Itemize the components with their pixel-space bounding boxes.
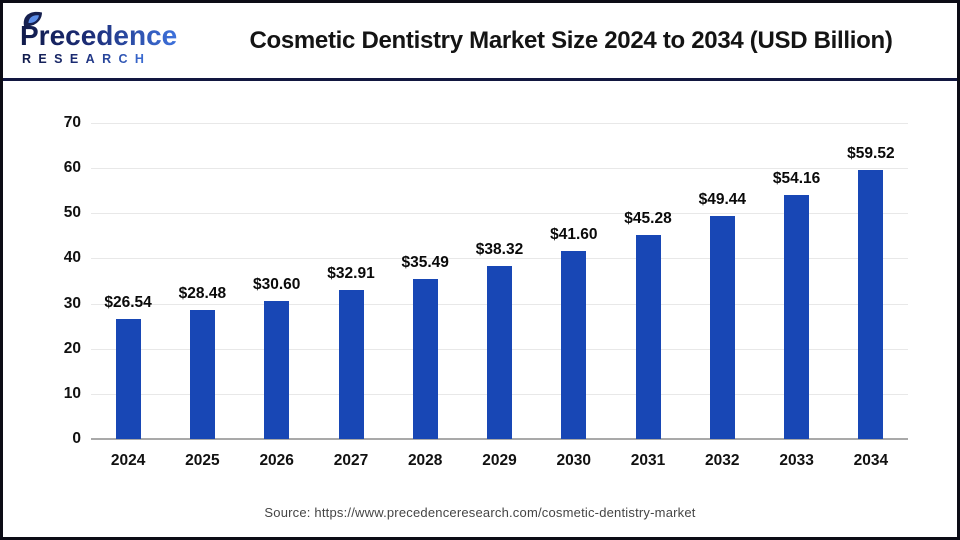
x-axis-label-2033: 2033 xyxy=(779,452,814,469)
y-axis-tick-0: 0 xyxy=(72,430,81,447)
leaf-icon xyxy=(23,11,42,27)
bar-2024 xyxy=(115,319,141,439)
bar-value-2034: $59.52 xyxy=(847,145,895,163)
y-axis-tick-50: 50 xyxy=(63,204,81,222)
bar-2025 xyxy=(189,310,215,439)
x-axis-label-2025: 2025 xyxy=(185,452,220,469)
bar-2029 xyxy=(487,266,512,439)
gridline-70 xyxy=(91,123,908,124)
bar-2033 xyxy=(784,194,810,439)
header: Precedence RESEARCH Cosmetic Dentistry M… xyxy=(3,3,957,81)
x-axis-line xyxy=(91,438,908,440)
bar-2032 xyxy=(709,215,735,439)
bar-2026 xyxy=(264,300,290,439)
bar-value-2029: $38.32 xyxy=(475,241,524,258)
bar-value-2031: $45.28 xyxy=(624,209,672,227)
bar-2034 xyxy=(858,170,884,439)
gridline-50 xyxy=(91,213,908,215)
y-axis-tick-20: 20 xyxy=(63,339,81,357)
logo-graphic: Precedence RESEARCH xyxy=(20,11,177,66)
bar-2030 xyxy=(561,251,587,439)
bar-2028 xyxy=(412,278,438,439)
y-axis-tick-60: 60 xyxy=(63,159,81,177)
bar-value-2025: $28.48 xyxy=(178,285,227,303)
y-axis-tick-40: 40 xyxy=(63,249,81,267)
bar-value-2033: $54.16 xyxy=(772,169,821,187)
x-axis-label-2028: 2028 xyxy=(407,452,443,469)
bar-2027 xyxy=(338,290,364,439)
x-axis-label-2029: 2029 xyxy=(482,452,517,469)
bar-value-2030: $41.60 xyxy=(550,226,598,244)
x-axis-label-2024: 2024 xyxy=(110,452,146,469)
bar-2031 xyxy=(635,234,661,439)
x-axis-label-2031: 2031 xyxy=(630,452,666,469)
x-axis-label-2026: 2026 xyxy=(259,452,294,469)
bar-value-2032: $49.44 xyxy=(698,190,746,208)
y-axis-tick-10: 10 xyxy=(63,384,81,402)
y-axis-tick-70: 70 xyxy=(63,114,81,131)
bar-value-2024: $26.54 xyxy=(104,294,152,312)
source-attribution: Source: https://www.precedenceresearch.c… xyxy=(264,505,696,520)
logo-wordmark: Precedence xyxy=(20,20,177,51)
logo-subtitle: RESEARCH xyxy=(22,52,151,66)
bar-value-2026: $30.60 xyxy=(252,275,301,293)
x-axis-label-2032: 2032 xyxy=(705,452,740,469)
y-axis-tick-30: 30 xyxy=(63,294,81,312)
precedence-research-logo: Precedence RESEARCH xyxy=(19,10,199,71)
x-axis-label-2027: 2027 xyxy=(333,452,369,469)
x-axis-label-2034: 2034 xyxy=(853,452,889,469)
page-title: Cosmetic Dentistry Market Size 2024 to 2… xyxy=(249,26,893,54)
gridline-60 xyxy=(91,168,908,170)
x-axis-label-2030: 2030 xyxy=(556,452,592,469)
bar-value-2028: $35.49 xyxy=(401,253,449,271)
bar-chart: 0 10 20 30 40 50 60 70 $26.54 2024 $28.48 2025 $30.6… xyxy=(3,81,957,534)
bar-value-2027: $32.91 xyxy=(327,265,375,283)
gridline-40 xyxy=(91,258,908,260)
